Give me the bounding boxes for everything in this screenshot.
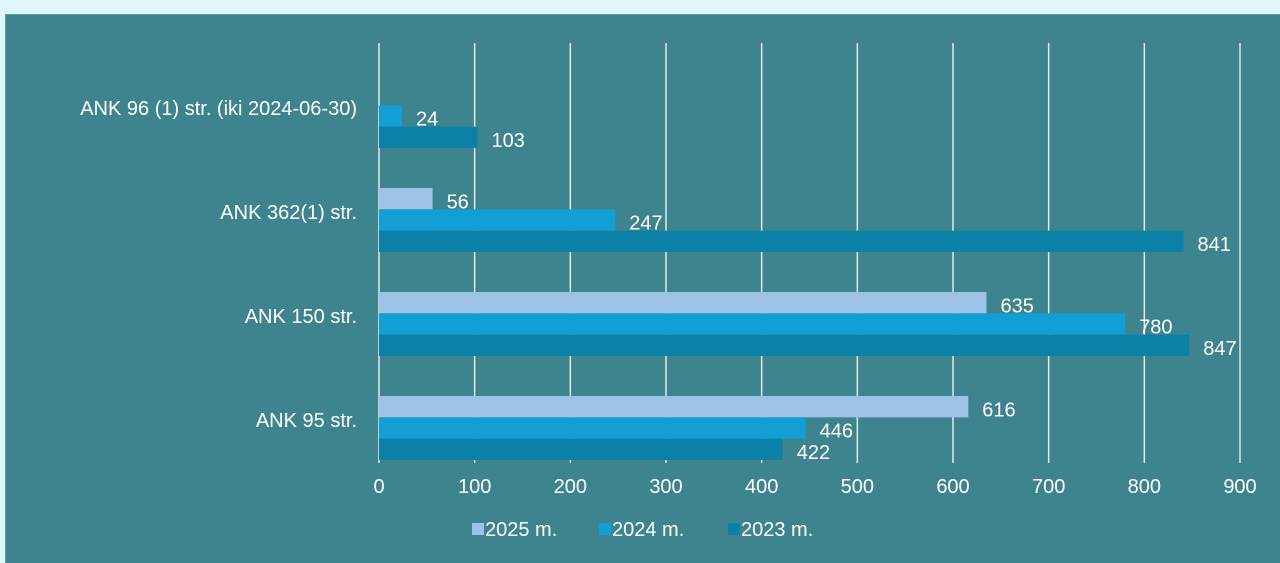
value-label: 780	[1139, 317, 1172, 339]
gridlines	[378, 43, 1241, 463]
category-label: ANK 150 str.	[245, 306, 357, 328]
value-label: 103	[492, 130, 525, 152]
value-label: 24	[416, 109, 438, 131]
legend: 2025 m. 2024 m. 2023 m.	[472, 519, 813, 541]
legend-swatch	[728, 523, 740, 535]
x-tick-label: 500	[841, 476, 874, 498]
value-label: 847	[1203, 338, 1236, 360]
bar-2023m-2	[379, 334, 1190, 356]
bar-2025m-2	[379, 292, 987, 314]
bar-2025m-3	[379, 396, 969, 418]
value-label: 635	[1000, 295, 1033, 317]
bar-2024m-2	[379, 313, 1126, 335]
bar-2025m-1	[379, 188, 433, 210]
category-label: ANK 95 str.	[256, 410, 357, 432]
bar-2023m-3	[379, 438, 783, 460]
chart-frame: 0 100 200 300 400 500 600 700 800 900 ANK 96 (1) s…	[5, 14, 1280, 563]
x-tick-label: 300	[649, 476, 682, 498]
x-tick-label: 100	[458, 476, 491, 498]
x-tick-label: 0	[373, 476, 384, 498]
bar-2024m-0	[379, 105, 402, 127]
x-tick-label: 700	[1032, 476, 1065, 498]
bar-2023m-0	[379, 126, 478, 148]
x-tick-label: 600	[936, 476, 969, 498]
legend-swatch	[472, 523, 484, 535]
x-tick-label: 400	[745, 476, 778, 498]
category-label: ANK 362(1) str.	[220, 202, 357, 224]
legend-label: 2025 m.	[485, 519, 557, 541]
value-label: 56	[447, 191, 469, 213]
bar-chart: 0 100 200 300 400 500 600 700 800 900 ANK 96 (1) s…	[80, 43, 1257, 541]
bar-2024m-3	[379, 417, 806, 439]
legend-label: 2023 m.	[741, 519, 813, 541]
value-label: 841	[1198, 234, 1231, 256]
value-label: 446	[820, 421, 853, 443]
legend-label: 2024 m.	[612, 519, 684, 541]
bars	[379, 105, 1190, 460]
legend-swatch	[599, 523, 611, 535]
bar-2024m-1	[379, 209, 616, 231]
x-tick-label: 900	[1223, 476, 1256, 498]
labels: 0 100 200 300 400 500 600 700 800 900 ANK 96 (1) s…	[80, 98, 1256, 498]
category-label: ANK 96 (1) str. (iki 2024-06-30)	[80, 98, 357, 120]
x-tick-label: 200	[554, 476, 587, 498]
value-label: 422	[797, 442, 830, 464]
x-tick-label: 800	[1128, 476, 1161, 498]
value-label: 247	[629, 213, 662, 235]
value-label: 616	[982, 399, 1015, 421]
bar-2023m-1	[379, 230, 1184, 252]
